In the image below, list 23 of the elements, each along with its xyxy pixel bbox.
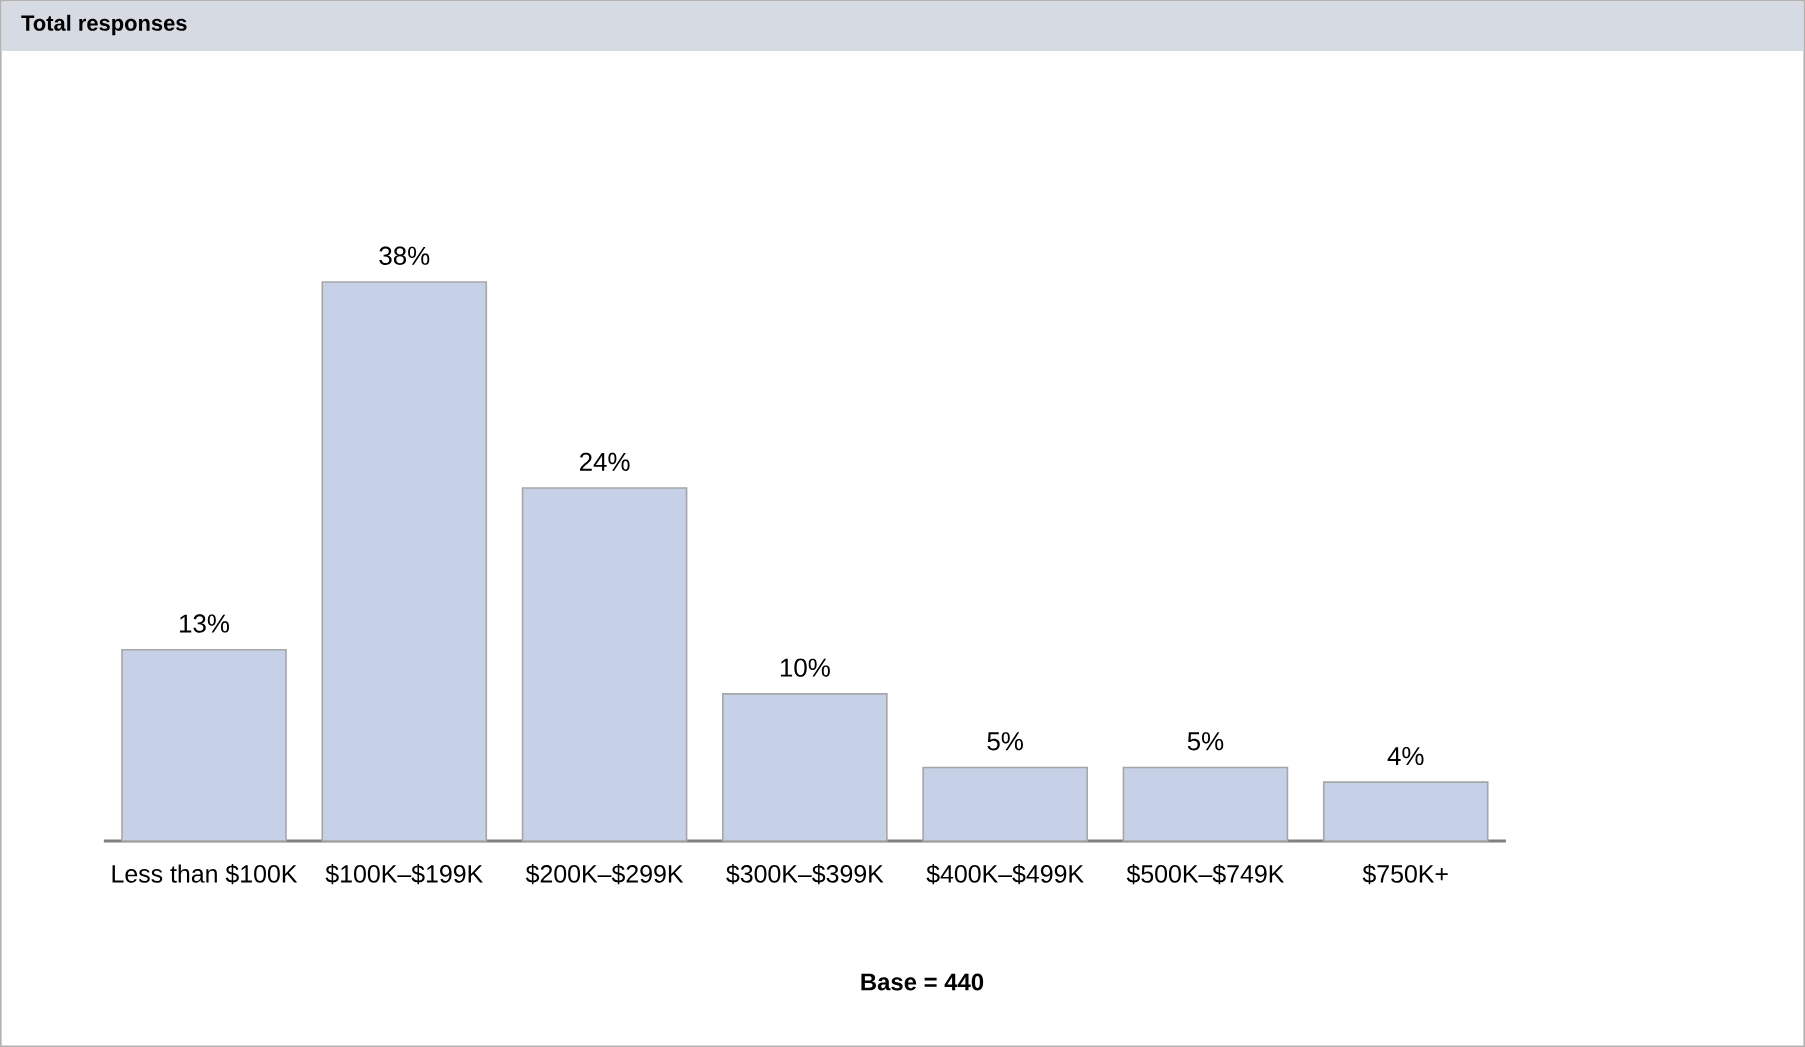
bar (321, 281, 488, 842)
data-label: 13% (180, 614, 230, 633)
bar (1122, 766, 1289, 842)
data-label: 38% (379, 246, 430, 265)
data-label: 24% (579, 452, 630, 471)
x-tick-label: $200K–$299K (525, 864, 684, 885)
bar (722, 693, 888, 842)
data-label: 10% (780, 658, 830, 677)
x-tick-label: $300K–$399K (726, 864, 884, 885)
data-label: 5% (1187, 732, 1224, 751)
data-label: 4% (1387, 747, 1424, 766)
x-tick-label: $100K–$199K (325, 864, 483, 885)
chart-title: Total responses (21, 14, 187, 36)
bar (1322, 781, 1489, 842)
bar (922, 766, 1088, 842)
x-tick-label: $750K+ (1362, 864, 1448, 885)
x-tick-label: Less than $100K (112, 864, 298, 885)
data-label: 5% (987, 732, 1023, 751)
x-tick-label: $400K–$499K (926, 864, 1084, 885)
text: Base = 440 (861, 973, 984, 991)
x-tick-label: $500K–$749K (1126, 864, 1285, 885)
bar (121, 648, 287, 842)
bar (521, 487, 688, 842)
